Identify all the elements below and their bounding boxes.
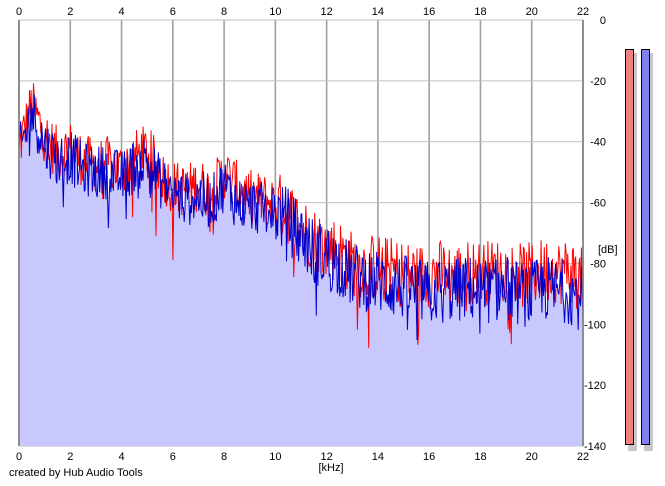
x-tick-label-top: 10 xyxy=(269,6,281,18)
y-tick-label: -60 xyxy=(590,198,606,210)
x-tick-label-bottom: 4 xyxy=(118,451,124,463)
series-layer xyxy=(18,83,584,348)
y-tick-label: -40 xyxy=(590,137,606,149)
x-tick-label-bottom: 10 xyxy=(269,451,281,463)
x-tick-label-bottom: 12 xyxy=(321,451,333,463)
axes xyxy=(18,20,584,446)
x-tick-label-top: 22 xyxy=(577,6,589,18)
x-tick-label-top: 20 xyxy=(526,6,538,18)
x-tick-label-top: 2 xyxy=(67,6,73,18)
y-tick-label: -20 xyxy=(590,76,606,88)
x-tick-label-top: 12 xyxy=(321,6,333,18)
x-tick-label-bottom: 14 xyxy=(372,451,384,463)
y-tick-label: -140 xyxy=(584,441,606,453)
x-tick-label-bottom: 8 xyxy=(221,451,227,463)
series-line-1 xyxy=(18,94,584,341)
x-tick-label-top: 6 xyxy=(170,6,176,18)
x-tick-label-bottom: 6 xyxy=(170,451,176,463)
level-meter-right xyxy=(641,49,650,445)
y-tick-label: -120 xyxy=(584,380,606,392)
x-tick-labels-bottom: 0 2 4 6 8 10 12 14 16 18 20 22 xyxy=(16,451,589,463)
x-tick-label-bottom: 18 xyxy=(474,451,486,463)
x-tick-label-top: 18 xyxy=(474,6,486,18)
y-tick-label: -80 xyxy=(590,258,606,270)
y-tick-labels: 0 -20 -40 -60 -80 -100 -120 -140 xyxy=(584,15,606,453)
x-tick-labels-top: 0 2 4 6 8 10 12 14 16 18 20 22 xyxy=(16,6,589,18)
x-tick-label-bottom: 0 xyxy=(16,451,22,463)
y-axis-label: [dB] xyxy=(598,244,618,256)
x-tick-label-top: 4 xyxy=(118,6,124,18)
credit-text: created by Hub Audio Tools xyxy=(9,467,143,479)
x-tick-label-bottom: 20 xyxy=(526,451,538,463)
x-tick-label-bottom: 16 xyxy=(423,451,435,463)
x-tick-label-bottom: 22 xyxy=(577,451,589,463)
x-axis-label: [kHz] xyxy=(318,462,343,474)
x-tick-label-top: 0 xyxy=(16,6,22,18)
x-tick-label-top: 14 xyxy=(372,6,384,18)
x-tick-label-top: 8 xyxy=(221,6,227,18)
y-tick-label: -100 xyxy=(584,319,606,331)
x-tick-label-top: 16 xyxy=(423,6,435,18)
y-tick-label: 0 xyxy=(600,15,606,27)
x-tick-label-bottom: 2 xyxy=(67,451,73,463)
level-meter-left xyxy=(625,49,634,445)
